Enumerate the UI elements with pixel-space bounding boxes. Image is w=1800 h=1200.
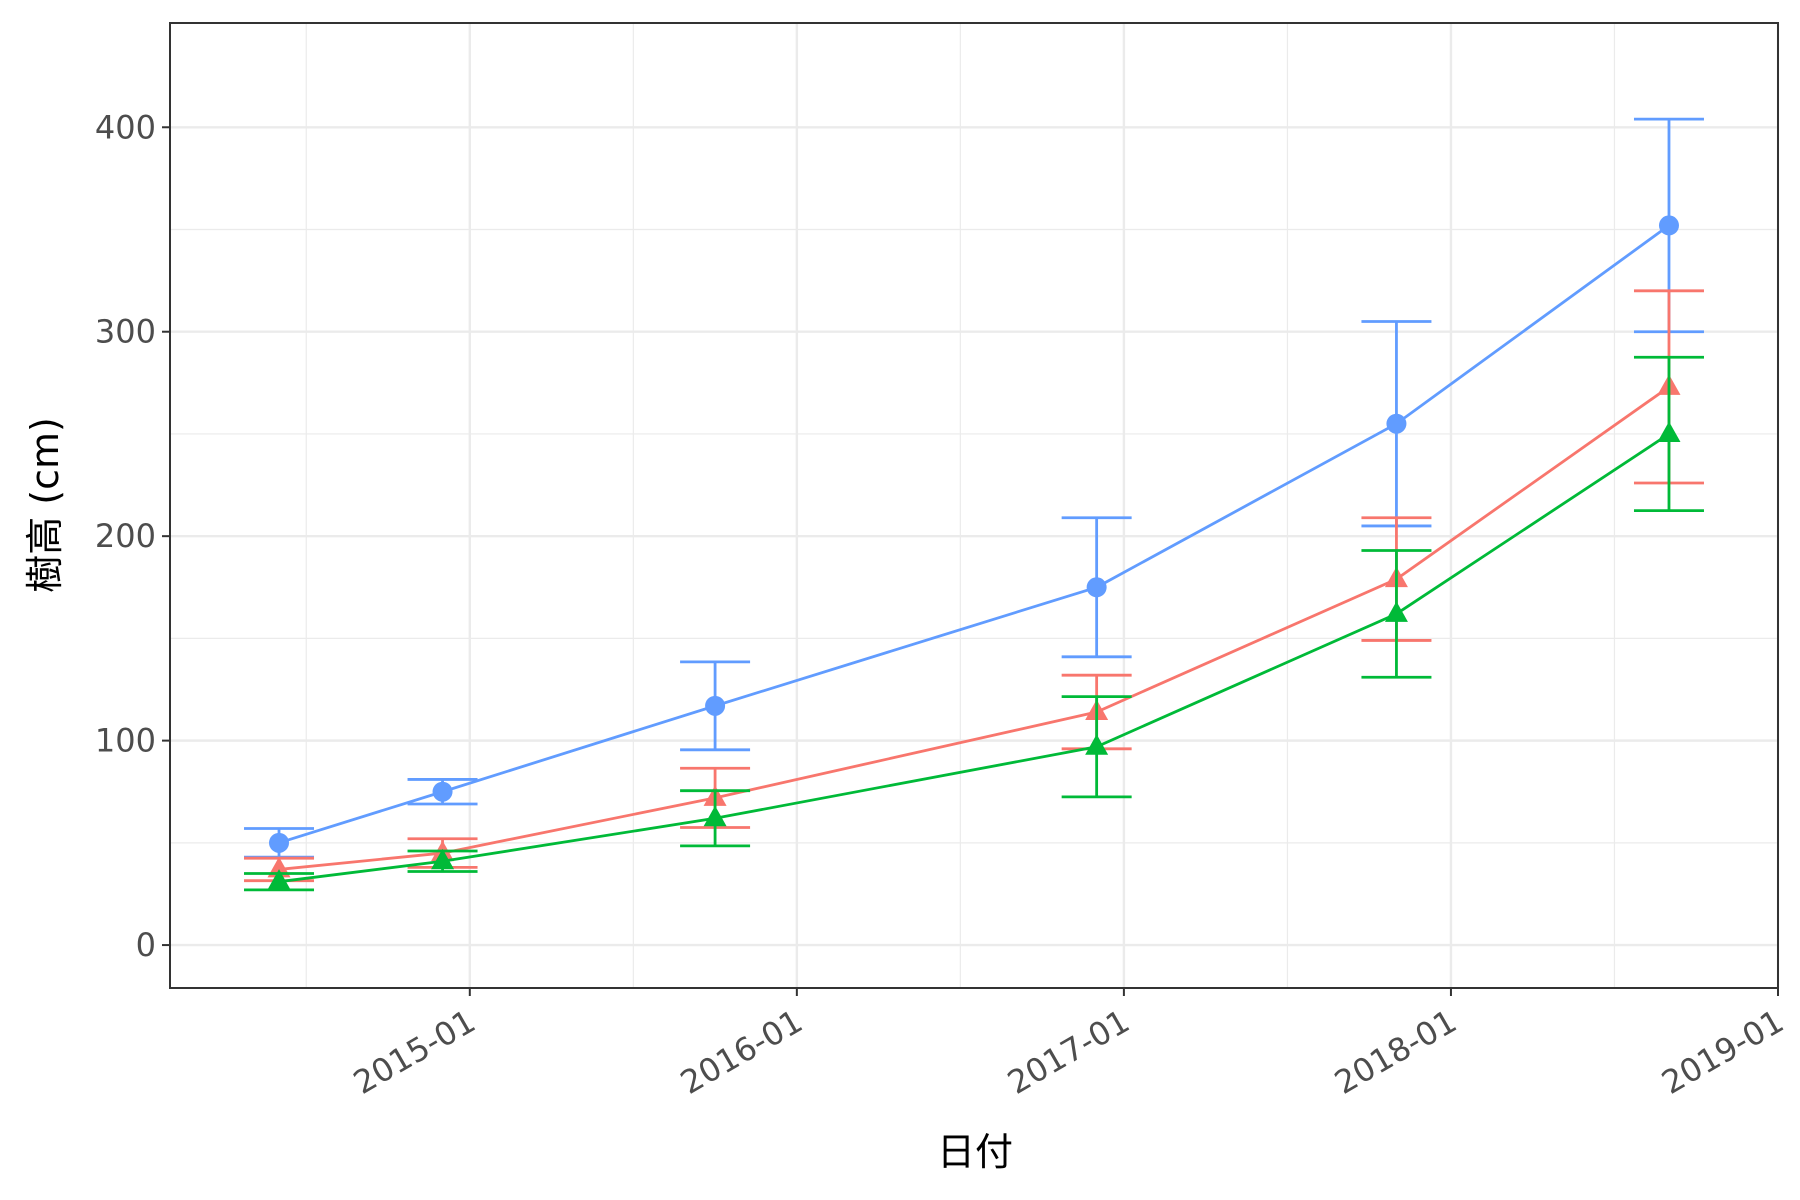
series-line	[278, 432, 1670, 884]
point	[1384, 601, 1408, 622]
x-tick-label: 2015-01	[347, 1002, 482, 1102]
point	[1086, 577, 1107, 598]
point	[432, 781, 453, 802]
point	[269, 832, 290, 853]
y-tick-label: 0	[136, 926, 156, 964]
series	[244, 117, 1704, 859]
series	[244, 355, 1704, 892]
y-axis-title: 樹高 (cm)	[23, 417, 67, 593]
y-tick-label: 300	[95, 313, 156, 351]
point	[1657, 421, 1681, 442]
plot-border	[169, 22, 1779, 989]
point	[1386, 413, 1407, 434]
series	[244, 289, 1704, 883]
point	[1658, 215, 1679, 236]
y-tick-label: 100	[95, 722, 156, 760]
grid	[170, 23, 1780, 988]
point	[431, 848, 455, 870]
point	[1085, 734, 1109, 755]
x-tick-label: 2016-01	[674, 1002, 809, 1102]
point	[705, 695, 726, 716]
x-tick-label: 2019-01	[1655, 1002, 1790, 1102]
x-tick-label: 2017-01	[1001, 1002, 1136, 1102]
y-tick-label: 400	[95, 108, 156, 146]
point	[703, 805, 727, 827]
x-tick-label: 2018-01	[1328, 1002, 1463, 1102]
series-line	[278, 224, 1670, 845]
plot-area	[244, 117, 1704, 892]
point	[267, 869, 291, 890]
x-axis-title: 日付	[937, 1130, 1013, 1174]
series-line	[278, 385, 1670, 871]
y-tick-label: 200	[95, 517, 156, 555]
